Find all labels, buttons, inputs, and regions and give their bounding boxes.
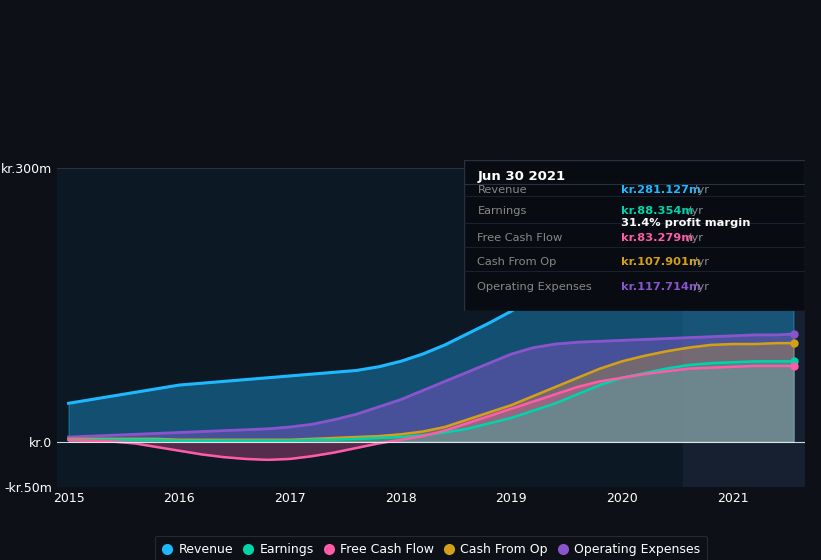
Text: /yr: /yr (684, 233, 703, 243)
Bar (683, 168, 805, 487)
Text: /yr: /yr (684, 206, 703, 216)
Text: Revenue: Revenue (478, 185, 527, 195)
Text: kr.107.901m: kr.107.901m (621, 258, 700, 268)
Text: kr.117.714m: kr.117.714m (621, 282, 700, 292)
Text: kr.88.354m: kr.88.354m (621, 206, 693, 216)
Legend: Revenue, Earnings, Free Cash Flow, Cash From Op, Operating Expenses: Revenue, Earnings, Free Cash Flow, Cash … (154, 536, 708, 560)
Text: /yr: /yr (690, 185, 709, 195)
Text: Free Cash Flow: Free Cash Flow (478, 233, 562, 243)
Text: /yr: /yr (690, 282, 709, 292)
Text: Operating Expenses: Operating Expenses (478, 282, 592, 292)
Text: kr.83.279m: kr.83.279m (621, 233, 693, 243)
Text: Earnings: Earnings (478, 206, 527, 216)
Text: kr.281.127m: kr.281.127m (621, 185, 700, 195)
Text: /yr: /yr (690, 258, 709, 268)
Text: Jun 30 2021: Jun 30 2021 (478, 170, 566, 183)
Text: 31.4% profit margin: 31.4% profit margin (621, 218, 750, 228)
Text: Cash From Op: Cash From Op (478, 258, 557, 268)
